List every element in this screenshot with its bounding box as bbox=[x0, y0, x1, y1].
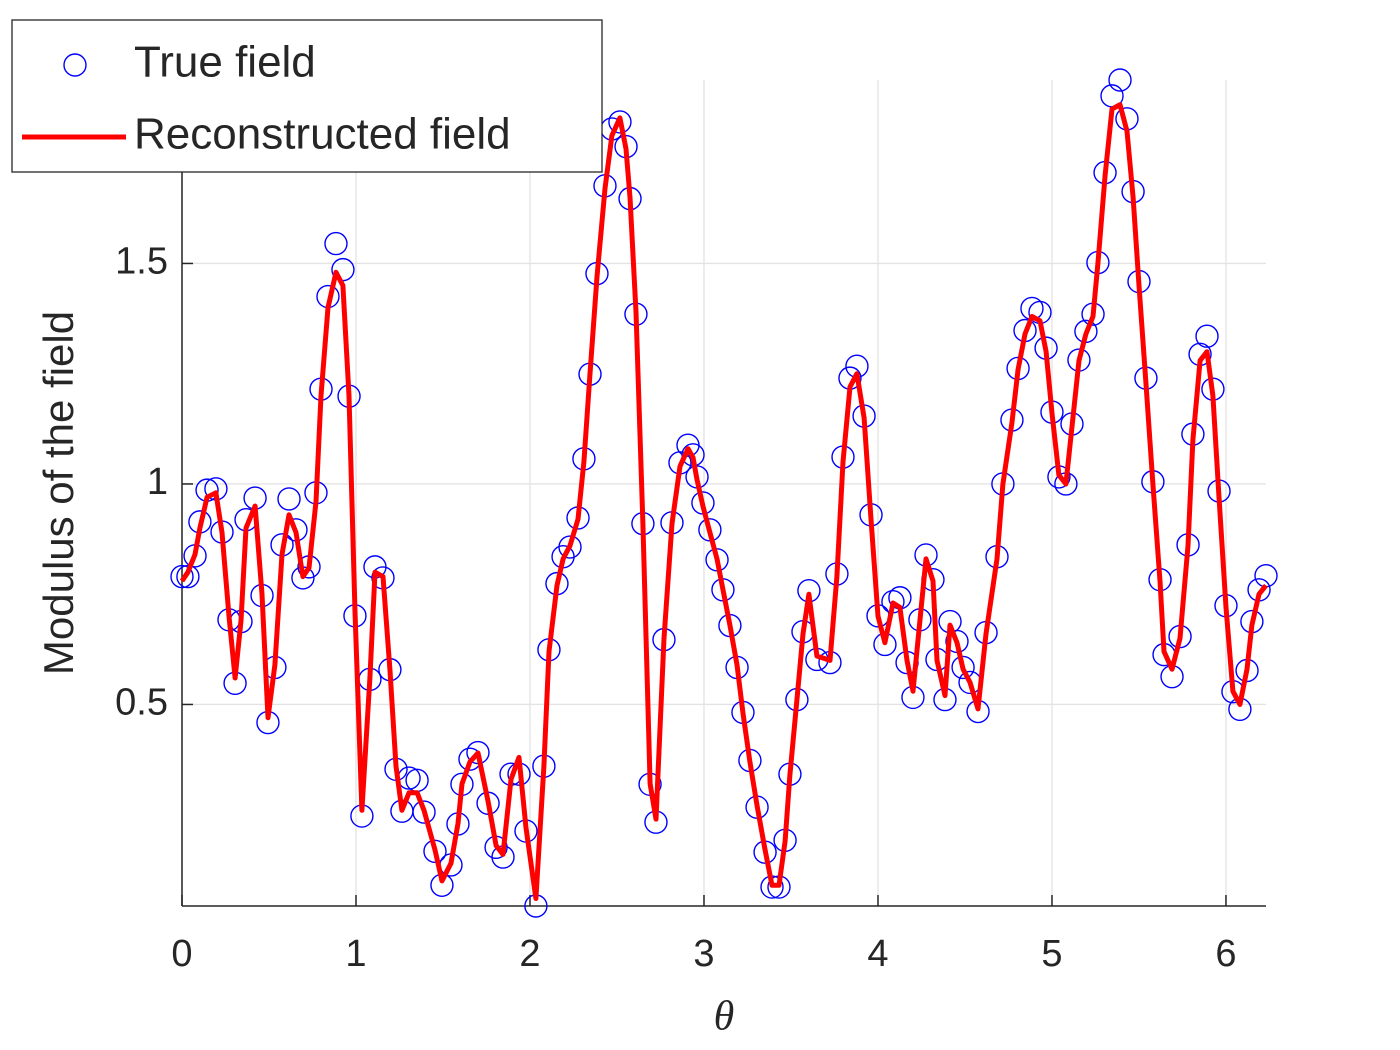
x-tick-label: 3 bbox=[693, 933, 714, 975]
data-point bbox=[558, 535, 582, 559]
data-point bbox=[1195, 324, 1219, 348]
legend-label: Reconstructed field bbox=[134, 110, 511, 159]
legend-label: True field bbox=[134, 38, 316, 87]
data-point bbox=[951, 655, 975, 680]
data-line bbox=[179, 102, 1268, 901]
x-tick-label: 0 bbox=[171, 933, 192, 975]
y-tick-label: 0.5 bbox=[115, 681, 168, 723]
y-axis-label: Modulus of the field bbox=[35, 311, 82, 675]
data-point bbox=[405, 768, 429, 793]
data-point bbox=[423, 839, 447, 864]
data-point bbox=[277, 487, 301, 511]
legend-box bbox=[11, 19, 603, 173]
x-axis-label: θ bbox=[714, 994, 735, 1040]
y-tick-label: 1.5 bbox=[115, 240, 168, 282]
data-point bbox=[1108, 68, 1132, 92]
x-tick-label: 6 bbox=[1215, 933, 1236, 975]
data-point bbox=[412, 800, 436, 824]
data-point bbox=[1254, 563, 1278, 588]
x-tick-label: 4 bbox=[867, 933, 888, 975]
data-point bbox=[608, 110, 632, 134]
data-point bbox=[170, 564, 194, 589]
x-tick-label: 1 bbox=[345, 933, 366, 975]
x-tick-label: 2 bbox=[519, 933, 540, 975]
y-tick-label: 1 bbox=[147, 461, 168, 503]
data-point bbox=[324, 231, 348, 256]
x-tick-label: 5 bbox=[1041, 933, 1062, 975]
legend-marker bbox=[63, 53, 87, 77]
